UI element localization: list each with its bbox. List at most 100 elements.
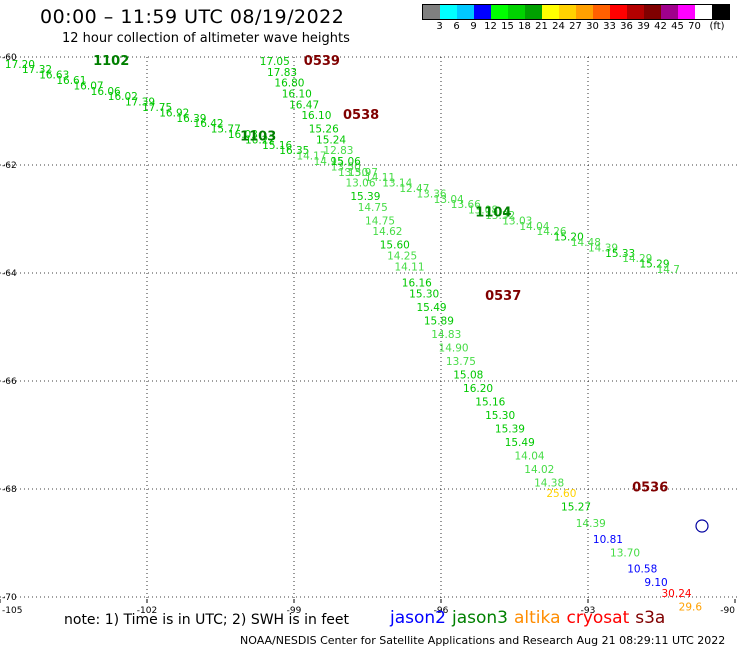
credit-line: NOAA/NESDIS Center for Satellite Applica… bbox=[240, 634, 726, 647]
wave-height-value: 14.17 bbox=[296, 151, 326, 163]
wave-height-value: 13.97 bbox=[348, 167, 378, 179]
wave-height-value: 10.81 bbox=[593, 534, 623, 546]
wave-height-value: 12.83 bbox=[323, 145, 353, 157]
y-tick-label: -62 bbox=[2, 161, 17, 171]
wave-height-value: 17.39 bbox=[125, 97, 155, 109]
y-tick-label: -60 bbox=[2, 53, 17, 63]
marker-circle bbox=[695, 519, 709, 533]
footer-note: note: 1) Time is in UTC; 2) SWH is in fe… bbox=[64, 612, 350, 628]
wave-height-value: 16.07 bbox=[74, 80, 104, 92]
wave-height-value: 15.33 bbox=[605, 248, 635, 260]
wave-height-value: 14.38 bbox=[534, 477, 564, 489]
wave-height-value: 14.75 bbox=[358, 202, 388, 214]
pass-label: 1103 bbox=[240, 130, 276, 145]
satellite-legend: jason2 jason3 altika cryosat s3a bbox=[390, 608, 671, 628]
legend-swatch bbox=[661, 5, 678, 19]
wave-height-value: 16.16 bbox=[402, 278, 432, 290]
wave-height-value: 16.03 bbox=[228, 129, 258, 141]
wave-height-value: 14.11 bbox=[394, 261, 424, 273]
legend-swatch bbox=[712, 5, 729, 19]
wave-height-value: 17.05 bbox=[260, 56, 290, 68]
wave-height-value: 14.83 bbox=[431, 329, 461, 341]
legend-swatch bbox=[593, 5, 610, 19]
pass-label: 0536 bbox=[632, 481, 668, 496]
legend-tick-label: 45 bbox=[671, 21, 684, 32]
x-tick-label: -96 bbox=[434, 606, 449, 616]
wave-height-value: 14.25 bbox=[387, 251, 417, 263]
x-tick-label: -93 bbox=[581, 606, 596, 616]
legend-swatch bbox=[525, 5, 542, 19]
legend-swatch bbox=[542, 5, 559, 19]
wave-height-value: 15.08 bbox=[453, 369, 483, 381]
legend-swatch bbox=[457, 5, 474, 19]
legend-tick-label: 39 bbox=[637, 21, 650, 32]
wave-height-value: 15.24 bbox=[316, 134, 346, 146]
legend-swatch bbox=[695, 5, 712, 19]
wave-height-value: 14.04 bbox=[519, 221, 549, 233]
wave-height-value: 15.06 bbox=[331, 156, 361, 168]
legend-swatch bbox=[508, 5, 525, 19]
satellite-name: altika bbox=[514, 608, 561, 628]
wave-height-value: 15.49 bbox=[417, 302, 447, 314]
wave-height-value: 17.75 bbox=[142, 102, 172, 114]
pass-label: 0539 bbox=[304, 54, 340, 69]
wave-height-value: 15.60 bbox=[380, 240, 410, 252]
wave-height-value: 13.03 bbox=[502, 215, 532, 227]
wave-height-value: 29.6 bbox=[679, 602, 703, 614]
wave-height-value: 15.39 bbox=[495, 423, 525, 435]
legend-swatch bbox=[474, 5, 491, 19]
legend-swatch bbox=[440, 5, 457, 19]
legend-tick-label: 18 bbox=[518, 21, 531, 32]
wave-height-value: 13.06 bbox=[345, 178, 375, 190]
wave-height-value: 16.47 bbox=[289, 99, 319, 111]
wave-height-value: 13.70 bbox=[610, 548, 640, 560]
satellite-name: cryosat bbox=[566, 608, 630, 628]
legend-tick-label: 9 bbox=[470, 21, 477, 32]
wave-height-value: 15.77 bbox=[211, 124, 241, 136]
pass-label: 0537 bbox=[485, 289, 521, 304]
wave-height-labels: 17.2017.3216.6316.6116.0716.0616.0217.39… bbox=[5, 56, 702, 613]
legend-swatch bbox=[678, 5, 695, 19]
legend-swatch bbox=[576, 5, 593, 19]
wave-height-value: 14.39 bbox=[588, 242, 618, 254]
wave-height-value: 13.50 bbox=[331, 161, 361, 173]
wave-height-value: 16.02 bbox=[108, 91, 138, 103]
legend-swatch bbox=[610, 5, 627, 19]
legend-swatch bbox=[644, 5, 661, 19]
legend-color-bar bbox=[422, 4, 730, 20]
legend-tick-label: 15 bbox=[501, 21, 514, 32]
wave-height-value: 16.20 bbox=[463, 383, 493, 395]
wave-height-value: 15.16 bbox=[262, 140, 292, 152]
wave-height-value: 15.29 bbox=[639, 259, 669, 271]
wave-height-value: 15.27 bbox=[561, 502, 591, 514]
wave-height-value: 14.7 bbox=[657, 264, 680, 276]
legend-unit: (ft) bbox=[709, 21, 725, 32]
wave-height-value: 16.92 bbox=[159, 107, 189, 119]
wave-height-value: 16.61 bbox=[56, 75, 86, 87]
legend-tick-label: 6 bbox=[453, 21, 460, 32]
wave-height-value: 13.14 bbox=[382, 178, 412, 190]
color-legend: 3 6 9 12 15 18 21 24 27 30 33 36 39 42 45 70 (ft) bbox=[422, 4, 730, 34]
legend-swatch bbox=[423, 5, 440, 19]
wave-height-value: 16.22 bbox=[245, 134, 275, 146]
legend-tick-label: 70 bbox=[688, 21, 701, 32]
wave-height-value: 17.20 bbox=[5, 59, 35, 71]
legend-tick-label: 42 bbox=[654, 21, 667, 32]
y-tick-label: -70 bbox=[2, 593, 17, 603]
wave-height-value: 13.50 bbox=[338, 167, 368, 179]
legend-tick-label: 30 bbox=[586, 21, 599, 32]
pass-label: 0538 bbox=[343, 108, 379, 123]
wave-height-value: 16.10 bbox=[282, 89, 312, 101]
wave-height-value: 14.04 bbox=[515, 450, 545, 462]
x-tick-label: -90 bbox=[720, 606, 735, 616]
wave-height-value: 15.39 bbox=[350, 191, 380, 203]
legend-tick-label: 27 bbox=[569, 21, 582, 32]
wave-height-value: 16.10 bbox=[301, 110, 331, 122]
x-tick-label: -99 bbox=[287, 606, 302, 616]
legend-labels: 3 6 9 12 15 18 21 24 27 30 33 36 39 42 45 70 (ft) bbox=[422, 20, 730, 34]
wave-height-value: 14.95 bbox=[314, 156, 344, 168]
wave-height-value: 13.36 bbox=[417, 188, 447, 200]
legend-tick-label: 3 bbox=[436, 21, 443, 32]
page-title: 00:00 – 11:59 UTC 08/19/2022 bbox=[40, 6, 345, 28]
